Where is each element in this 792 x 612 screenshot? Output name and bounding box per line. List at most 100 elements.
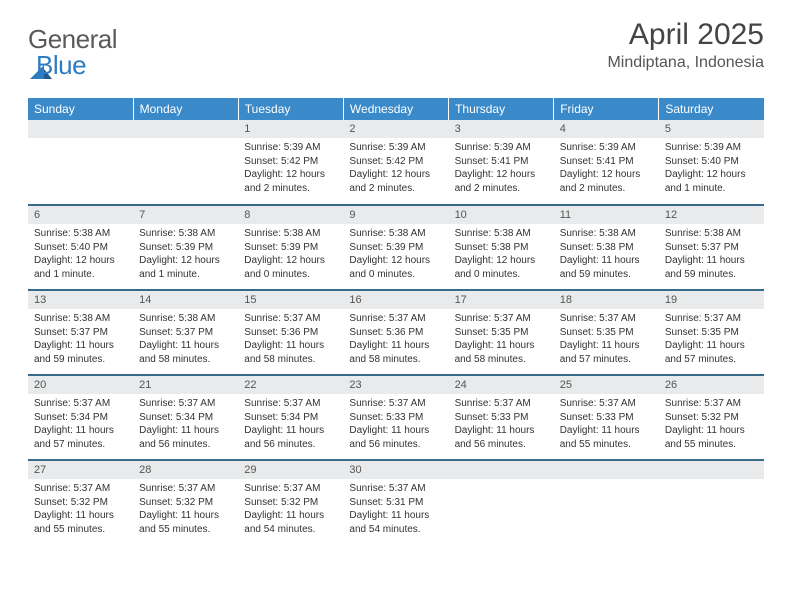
calendar-row: 1Sunrise: 5:39 AMSunset: 5:42 PMDaylight… [28, 120, 764, 205]
day-content: Sunrise: 5:37 AMSunset: 5:35 PMDaylight:… [659, 309, 764, 372]
calendar-cell: 14Sunrise: 5:38 AMSunset: 5:37 PMDayligh… [133, 290, 238, 375]
calendar-cell-empty [133, 120, 238, 205]
day-content: Sunrise: 5:37 AMSunset: 5:32 PMDaylight:… [28, 479, 133, 542]
calendar-cell: 22Sunrise: 5:37 AMSunset: 5:34 PMDayligh… [238, 375, 343, 460]
day-content: Sunrise: 5:37 AMSunset: 5:32 PMDaylight:… [238, 479, 343, 542]
logo-text-blue: Blue [36, 50, 86, 80]
calendar-cell-empty [554, 460, 659, 545]
weekday-header: Wednesday [343, 98, 448, 120]
day-content: Sunrise: 5:39 AMSunset: 5:40 PMDaylight:… [659, 138, 764, 201]
day-number-empty [449, 461, 554, 479]
weekday-header: Friday [554, 98, 659, 120]
calendar-cell: 1Sunrise: 5:39 AMSunset: 5:42 PMDaylight… [238, 120, 343, 205]
day-number: 24 [449, 376, 554, 394]
day-number: 21 [133, 376, 238, 394]
calendar-cell: 28Sunrise: 5:37 AMSunset: 5:32 PMDayligh… [133, 460, 238, 545]
day-number: 16 [343, 291, 448, 309]
calendar-cell: 16Sunrise: 5:37 AMSunset: 5:36 PMDayligh… [343, 290, 448, 375]
day-content-empty [28, 138, 133, 147]
day-content: Sunrise: 5:37 AMSunset: 5:36 PMDaylight:… [238, 309, 343, 372]
day-content: Sunrise: 5:39 AMSunset: 5:41 PMDaylight:… [449, 138, 554, 201]
calendar-row: 13Sunrise: 5:38 AMSunset: 5:37 PMDayligh… [28, 290, 764, 375]
calendar-cell: 19Sunrise: 5:37 AMSunset: 5:35 PMDayligh… [659, 290, 764, 375]
day-content: Sunrise: 5:37 AMSunset: 5:32 PMDaylight:… [133, 479, 238, 542]
calendar-cell: 9Sunrise: 5:38 AMSunset: 5:39 PMDaylight… [343, 205, 448, 290]
day-content: Sunrise: 5:37 AMSunset: 5:35 PMDaylight:… [449, 309, 554, 372]
day-content: Sunrise: 5:38 AMSunset: 5:37 PMDaylight:… [133, 309, 238, 372]
header: General April 2025 Mindiptana, Indonesia [28, 18, 764, 86]
calendar-cell: 21Sunrise: 5:37 AMSunset: 5:34 PMDayligh… [133, 375, 238, 460]
day-number: 25 [554, 376, 659, 394]
day-number: 4 [554, 120, 659, 138]
day-number: 20 [28, 376, 133, 394]
day-content: Sunrise: 5:38 AMSunset: 5:40 PMDaylight:… [28, 224, 133, 287]
weekday-header-row: SundayMondayTuesdayWednesdayThursdayFrid… [28, 98, 764, 120]
day-number: 9 [343, 206, 448, 224]
weekday-header: Tuesday [238, 98, 343, 120]
day-content: Sunrise: 5:37 AMSunset: 5:33 PMDaylight:… [554, 394, 659, 457]
day-number: 11 [554, 206, 659, 224]
weekday-header: Thursday [449, 98, 554, 120]
calendar-cell: 17Sunrise: 5:37 AMSunset: 5:35 PMDayligh… [449, 290, 554, 375]
day-content-empty [554, 479, 659, 488]
day-content: Sunrise: 5:38 AMSunset: 5:39 PMDaylight:… [133, 224, 238, 287]
calendar-cell: 11Sunrise: 5:38 AMSunset: 5:38 PMDayligh… [554, 205, 659, 290]
day-content: Sunrise: 5:37 AMSunset: 5:33 PMDaylight:… [449, 394, 554, 457]
calendar-cell: 25Sunrise: 5:37 AMSunset: 5:33 PMDayligh… [554, 375, 659, 460]
calendar-cell: 7Sunrise: 5:38 AMSunset: 5:39 PMDaylight… [133, 205, 238, 290]
weekday-header: Saturday [659, 98, 764, 120]
calendar-row: 27Sunrise: 5:37 AMSunset: 5:32 PMDayligh… [28, 460, 764, 545]
weekday-header: Sunday [28, 98, 133, 120]
day-number: 22 [238, 376, 343, 394]
day-content: Sunrise: 5:37 AMSunset: 5:34 PMDaylight:… [238, 394, 343, 457]
month-title: April 2025 [607, 18, 764, 52]
title-block: April 2025 Mindiptana, Indonesia [607, 18, 764, 72]
weekday-header: Monday [133, 98, 238, 120]
day-number: 30 [343, 461, 448, 479]
day-content: Sunrise: 5:39 AMSunset: 5:42 PMDaylight:… [343, 138, 448, 201]
calendar-cell: 26Sunrise: 5:37 AMSunset: 5:32 PMDayligh… [659, 375, 764, 460]
calendar-cell: 8Sunrise: 5:38 AMSunset: 5:39 PMDaylight… [238, 205, 343, 290]
calendar-cell: 23Sunrise: 5:37 AMSunset: 5:33 PMDayligh… [343, 375, 448, 460]
day-number: 12 [659, 206, 764, 224]
day-content-empty [659, 479, 764, 488]
calendar-cell: 29Sunrise: 5:37 AMSunset: 5:32 PMDayligh… [238, 460, 343, 545]
day-number: 6 [28, 206, 133, 224]
day-content: Sunrise: 5:38 AMSunset: 5:37 PMDaylight:… [659, 224, 764, 287]
day-content: Sunrise: 5:38 AMSunset: 5:39 PMDaylight:… [238, 224, 343, 287]
calendar-cell: 24Sunrise: 5:37 AMSunset: 5:33 PMDayligh… [449, 375, 554, 460]
day-number: 7 [133, 206, 238, 224]
calendar-cell: 10Sunrise: 5:38 AMSunset: 5:38 PMDayligh… [449, 205, 554, 290]
day-content: Sunrise: 5:39 AMSunset: 5:42 PMDaylight:… [238, 138, 343, 201]
calendar-cell: 4Sunrise: 5:39 AMSunset: 5:41 PMDaylight… [554, 120, 659, 205]
day-content: Sunrise: 5:38 AMSunset: 5:39 PMDaylight:… [343, 224, 448, 287]
day-number: 15 [238, 291, 343, 309]
calendar-cell: 6Sunrise: 5:38 AMSunset: 5:40 PMDaylight… [28, 205, 133, 290]
day-number: 14 [133, 291, 238, 309]
day-number: 1 [238, 120, 343, 138]
day-content: Sunrise: 5:37 AMSunset: 5:34 PMDaylight:… [28, 394, 133, 457]
calendar-cell: 12Sunrise: 5:38 AMSunset: 5:37 PMDayligh… [659, 205, 764, 290]
calendar-cell: 15Sunrise: 5:37 AMSunset: 5:36 PMDayligh… [238, 290, 343, 375]
day-number-empty [28, 120, 133, 138]
calendar-body: 1Sunrise: 5:39 AMSunset: 5:42 PMDaylight… [28, 120, 764, 545]
calendar-row: 20Sunrise: 5:37 AMSunset: 5:34 PMDayligh… [28, 375, 764, 460]
calendar-cell: 5Sunrise: 5:39 AMSunset: 5:40 PMDaylight… [659, 120, 764, 205]
calendar-table: SundayMondayTuesdayWednesdayThursdayFrid… [28, 98, 764, 545]
day-content: Sunrise: 5:37 AMSunset: 5:36 PMDaylight:… [343, 309, 448, 372]
day-number: 13 [28, 291, 133, 309]
calendar-row: 6Sunrise: 5:38 AMSunset: 5:40 PMDaylight… [28, 205, 764, 290]
day-number-empty [659, 461, 764, 479]
day-number: 28 [133, 461, 238, 479]
day-number-empty [554, 461, 659, 479]
day-content-empty [133, 138, 238, 147]
day-content: Sunrise: 5:37 AMSunset: 5:35 PMDaylight:… [554, 309, 659, 372]
day-number: 18 [554, 291, 659, 309]
location: Mindiptana, Indonesia [607, 54, 764, 72]
day-number: 27 [28, 461, 133, 479]
day-number: 5 [659, 120, 764, 138]
calendar-cell: 20Sunrise: 5:37 AMSunset: 5:34 PMDayligh… [28, 375, 133, 460]
day-content: Sunrise: 5:38 AMSunset: 5:38 PMDaylight:… [554, 224, 659, 287]
calendar-cell: 30Sunrise: 5:37 AMSunset: 5:31 PMDayligh… [343, 460, 448, 545]
day-number: 26 [659, 376, 764, 394]
